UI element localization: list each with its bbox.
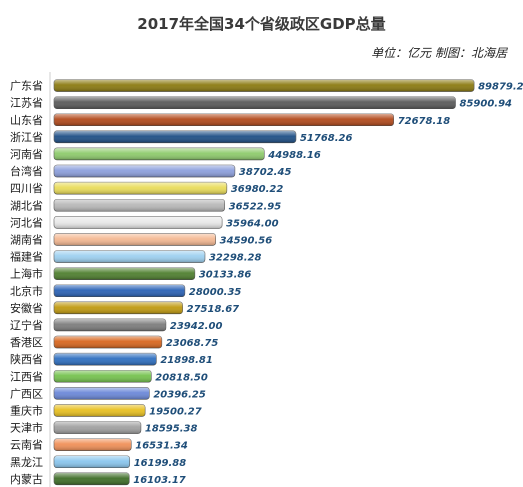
category-label: 河北省	[10, 216, 43, 229]
value-label: 35964.00	[226, 218, 279, 229]
category-label: 天津市	[10, 421, 43, 435]
category-label: 上海市	[10, 267, 43, 281]
bar-highlight	[54, 199, 225, 212]
category-label: 陕西省	[10, 352, 43, 366]
category-label: 内蒙古	[10, 472, 43, 486]
bar-highlight	[54, 182, 227, 195]
bar-highlight	[54, 438, 132, 451]
value-label: 21898.81	[160, 355, 213, 366]
category-label: 云南省	[10, 439, 43, 452]
bar-highlight	[54, 233, 216, 246]
value-label: 38702.45	[239, 167, 292, 178]
value-label: 23068.75	[166, 338, 219, 349]
category-label: 重庆市	[10, 403, 43, 417]
bar-highlight	[54, 79, 475, 92]
bar-highlight	[54, 216, 223, 229]
bar-highlight	[54, 370, 152, 383]
bar-highlight	[54, 165, 235, 178]
category-label: 广西区	[10, 387, 43, 400]
value-label: 85900.94	[459, 99, 512, 110]
bar-highlight	[54, 130, 296, 143]
value-label: 44988.16	[267, 150, 321, 161]
bar-highlight	[54, 250, 205, 263]
bar-highlight	[54, 147, 265, 160]
value-label: 23942.00	[170, 321, 223, 332]
bar-highlight	[54, 455, 130, 468]
category-label: 浙江省	[10, 131, 43, 144]
value-label: 16103.17	[133, 475, 186, 486]
bar-highlight	[54, 336, 162, 349]
value-label: 72678.18	[398, 116, 451, 127]
value-label: 28000.35	[189, 287, 242, 298]
value-label: 89879.23	[478, 82, 523, 93]
value-label: 16531.34	[135, 441, 188, 452]
bar-highlight	[54, 472, 130, 485]
category-label: 安徽省	[10, 301, 43, 315]
category-label: 台湾省	[10, 164, 43, 178]
value-label: 20818.50	[155, 372, 208, 383]
bar-highlight	[54, 267, 195, 280]
category-label: 河南省	[10, 148, 43, 161]
chart-subtitle: 单位：亿元 制图：北海居	[371, 46, 507, 60]
value-label: 27518.67	[187, 304, 240, 315]
bar-highlight	[54, 96, 456, 109]
bar-highlight	[54, 113, 394, 126]
category-label: 江苏省	[10, 97, 43, 110]
value-label: 51768.26	[300, 133, 353, 144]
bar-highlight	[54, 353, 157, 366]
value-label: 34590.56	[220, 235, 273, 246]
bar-highlight	[54, 404, 146, 417]
bar-highlight	[54, 387, 150, 400]
value-label: 32298.28	[209, 253, 262, 264]
value-label: 36980.22	[231, 184, 284, 195]
category-label: 山东省	[10, 114, 43, 127]
bar-highlight	[54, 301, 183, 314]
category-label: 福建省	[10, 250, 43, 264]
category-label: 北京市	[10, 284, 43, 298]
value-label: 20396.25	[153, 389, 206, 400]
category-label: 广东省	[10, 80, 43, 93]
category-label: 香港区	[10, 336, 43, 349]
value-label: 36522.95	[229, 201, 282, 212]
value-label: 19500.27	[149, 406, 202, 417]
category-label: 辽宁省	[10, 318, 43, 332]
bar-highlight	[54, 318, 166, 331]
category-label: 湖南省	[10, 233, 43, 246]
bar-highlight	[54, 421, 141, 434]
value-label: 18595.38	[145, 424, 198, 435]
category-label: 江西省	[10, 370, 43, 383]
category-label: 四川省	[10, 182, 43, 195]
value-label: 16199.88	[134, 458, 187, 469]
category-label: 湖北省	[10, 199, 43, 212]
value-label: 30133.86	[199, 270, 252, 281]
category-label: 黑龙江	[10, 456, 43, 469]
chart-title: 2017年全国34个省级政区GDP总量	[137, 15, 386, 33]
bar-highlight	[54, 284, 185, 297]
